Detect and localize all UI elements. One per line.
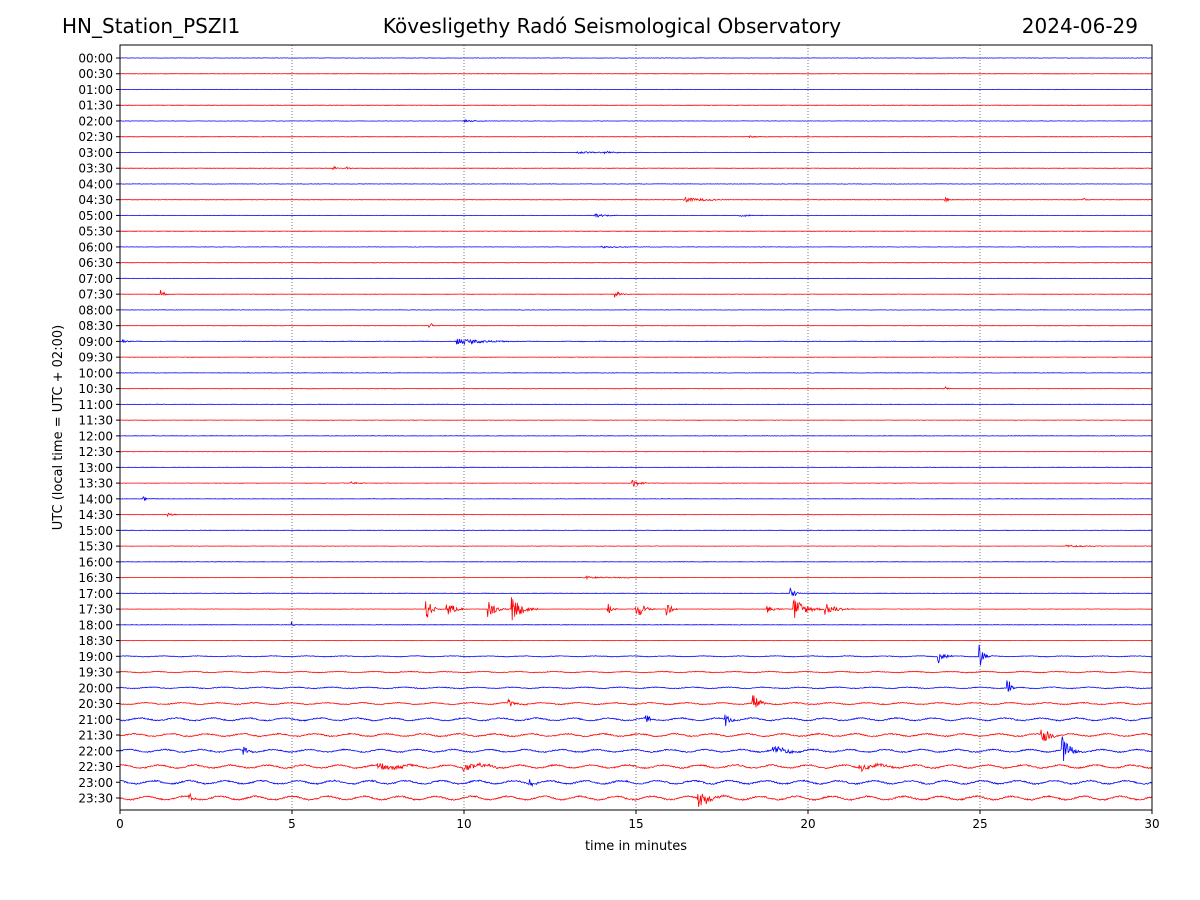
y-tick-label: 13:00 bbox=[78, 461, 113, 475]
y-tick-label: 02:30 bbox=[78, 130, 113, 144]
observatory-title: Kövesligethy Radó Seismological Observat… bbox=[382, 14, 842, 38]
x-tick-label: 30 bbox=[1144, 817, 1159, 831]
y-tick-label: 14:30 bbox=[78, 508, 113, 522]
y-tick-label: 20:00 bbox=[78, 681, 113, 695]
y-tick-label: 10:00 bbox=[78, 366, 113, 380]
y-tick-label: 00:30 bbox=[78, 67, 113, 81]
y-tick-label: 00:00 bbox=[78, 52, 113, 66]
y-tick-label: 08:30 bbox=[78, 319, 113, 333]
y-tick-label: 01:30 bbox=[78, 99, 113, 113]
x-tick-label: 10 bbox=[456, 817, 471, 831]
grid-group bbox=[291, 45, 981, 810]
trace-19-00 bbox=[119, 644, 1153, 666]
y-tick-label: 19:30 bbox=[78, 666, 113, 680]
y-tick-label: 02:00 bbox=[78, 114, 113, 128]
y-tick-label: 15:30 bbox=[78, 540, 113, 554]
station-name: HN_Station_PSZI1 bbox=[62, 14, 241, 38]
y-tick-label: 05:30 bbox=[78, 225, 113, 239]
y-tick-label: 21:00 bbox=[78, 713, 113, 727]
x-tick-label: 5 bbox=[288, 817, 296, 831]
x-tick-label: 25 bbox=[972, 817, 987, 831]
y-tick-label: 07:30 bbox=[78, 288, 113, 302]
y-tick-label: 23:30 bbox=[78, 792, 113, 806]
trace-08-30 bbox=[119, 323, 1153, 329]
y-tick-label: 16:00 bbox=[78, 555, 113, 569]
y-tick-label: 06:30 bbox=[78, 256, 113, 270]
y-tick-label: 23:00 bbox=[78, 776, 113, 790]
y-tick-label: 18:30 bbox=[78, 634, 113, 648]
y-tick-label: 16:30 bbox=[78, 571, 113, 585]
trace-16-30 bbox=[119, 575, 1152, 581]
y-tick-label: 21:30 bbox=[78, 729, 113, 743]
y-tick-label: 04:00 bbox=[78, 177, 113, 191]
y-tick-label: 19:00 bbox=[78, 650, 113, 664]
y-tick-label: 20:30 bbox=[78, 697, 113, 711]
y-tick-label: 15:00 bbox=[78, 524, 113, 538]
trace-22-30 bbox=[119, 761, 1153, 773]
trace-17-00 bbox=[119, 587, 1153, 597]
y-tick-label: 03:30 bbox=[78, 162, 113, 176]
trace-21-00 bbox=[119, 714, 1153, 727]
trace-14-30 bbox=[119, 512, 1153, 518]
y-tick-label: 12:00 bbox=[78, 429, 113, 443]
y-tick-label: 09:00 bbox=[78, 335, 113, 349]
y-tick-label: 17:30 bbox=[78, 603, 113, 617]
y-tick-label: 12:30 bbox=[78, 445, 113, 459]
x-axis-label: time in minutes bbox=[585, 839, 687, 854]
y-tick-label: 06:00 bbox=[78, 240, 113, 254]
trace-10-30 bbox=[119, 386, 1153, 390]
x-tick-label: 0 bbox=[116, 817, 124, 831]
y-tick-label: 22:00 bbox=[78, 744, 113, 758]
y-tick-label: 10:30 bbox=[78, 382, 113, 396]
trace-04-30 bbox=[119, 196, 1153, 203]
y-tick-label: 11:30 bbox=[78, 414, 113, 428]
y-tick-label: 18:00 bbox=[78, 618, 113, 632]
y-tick-label: 04:30 bbox=[78, 193, 113, 207]
y-tick-label: 13:30 bbox=[78, 477, 113, 491]
trace-22-00 bbox=[119, 736, 1152, 762]
trace-03-00 bbox=[119, 150, 1153, 155]
y-axis-label: UTC (local time = UTC + 02:00) bbox=[51, 325, 66, 530]
y-tick-label: 07:00 bbox=[78, 272, 113, 286]
y-tick-label: 08:00 bbox=[78, 303, 113, 317]
trace-09-00 bbox=[119, 338, 1152, 346]
trace-23-30 bbox=[119, 792, 1153, 807]
y-tick-label: 05:00 bbox=[78, 209, 113, 223]
trace-05-00 bbox=[119, 213, 1153, 219]
y-tick-label: 03:00 bbox=[78, 146, 113, 160]
x-tick-label: 15 bbox=[628, 817, 643, 831]
y-tick-label: 01:00 bbox=[78, 83, 113, 97]
y-tick-label: 11:00 bbox=[78, 398, 113, 412]
y-tick-label: 17:00 bbox=[78, 587, 113, 601]
y-tick-label: 22:30 bbox=[78, 760, 113, 774]
record-date: 2024-06-29 bbox=[1021, 14, 1138, 38]
y-tick-label: 09:30 bbox=[78, 351, 113, 365]
trace-02-30 bbox=[120, 135, 1153, 139]
y-tick-label: 14:00 bbox=[78, 492, 113, 506]
x-tick-label: 20 bbox=[800, 817, 815, 831]
